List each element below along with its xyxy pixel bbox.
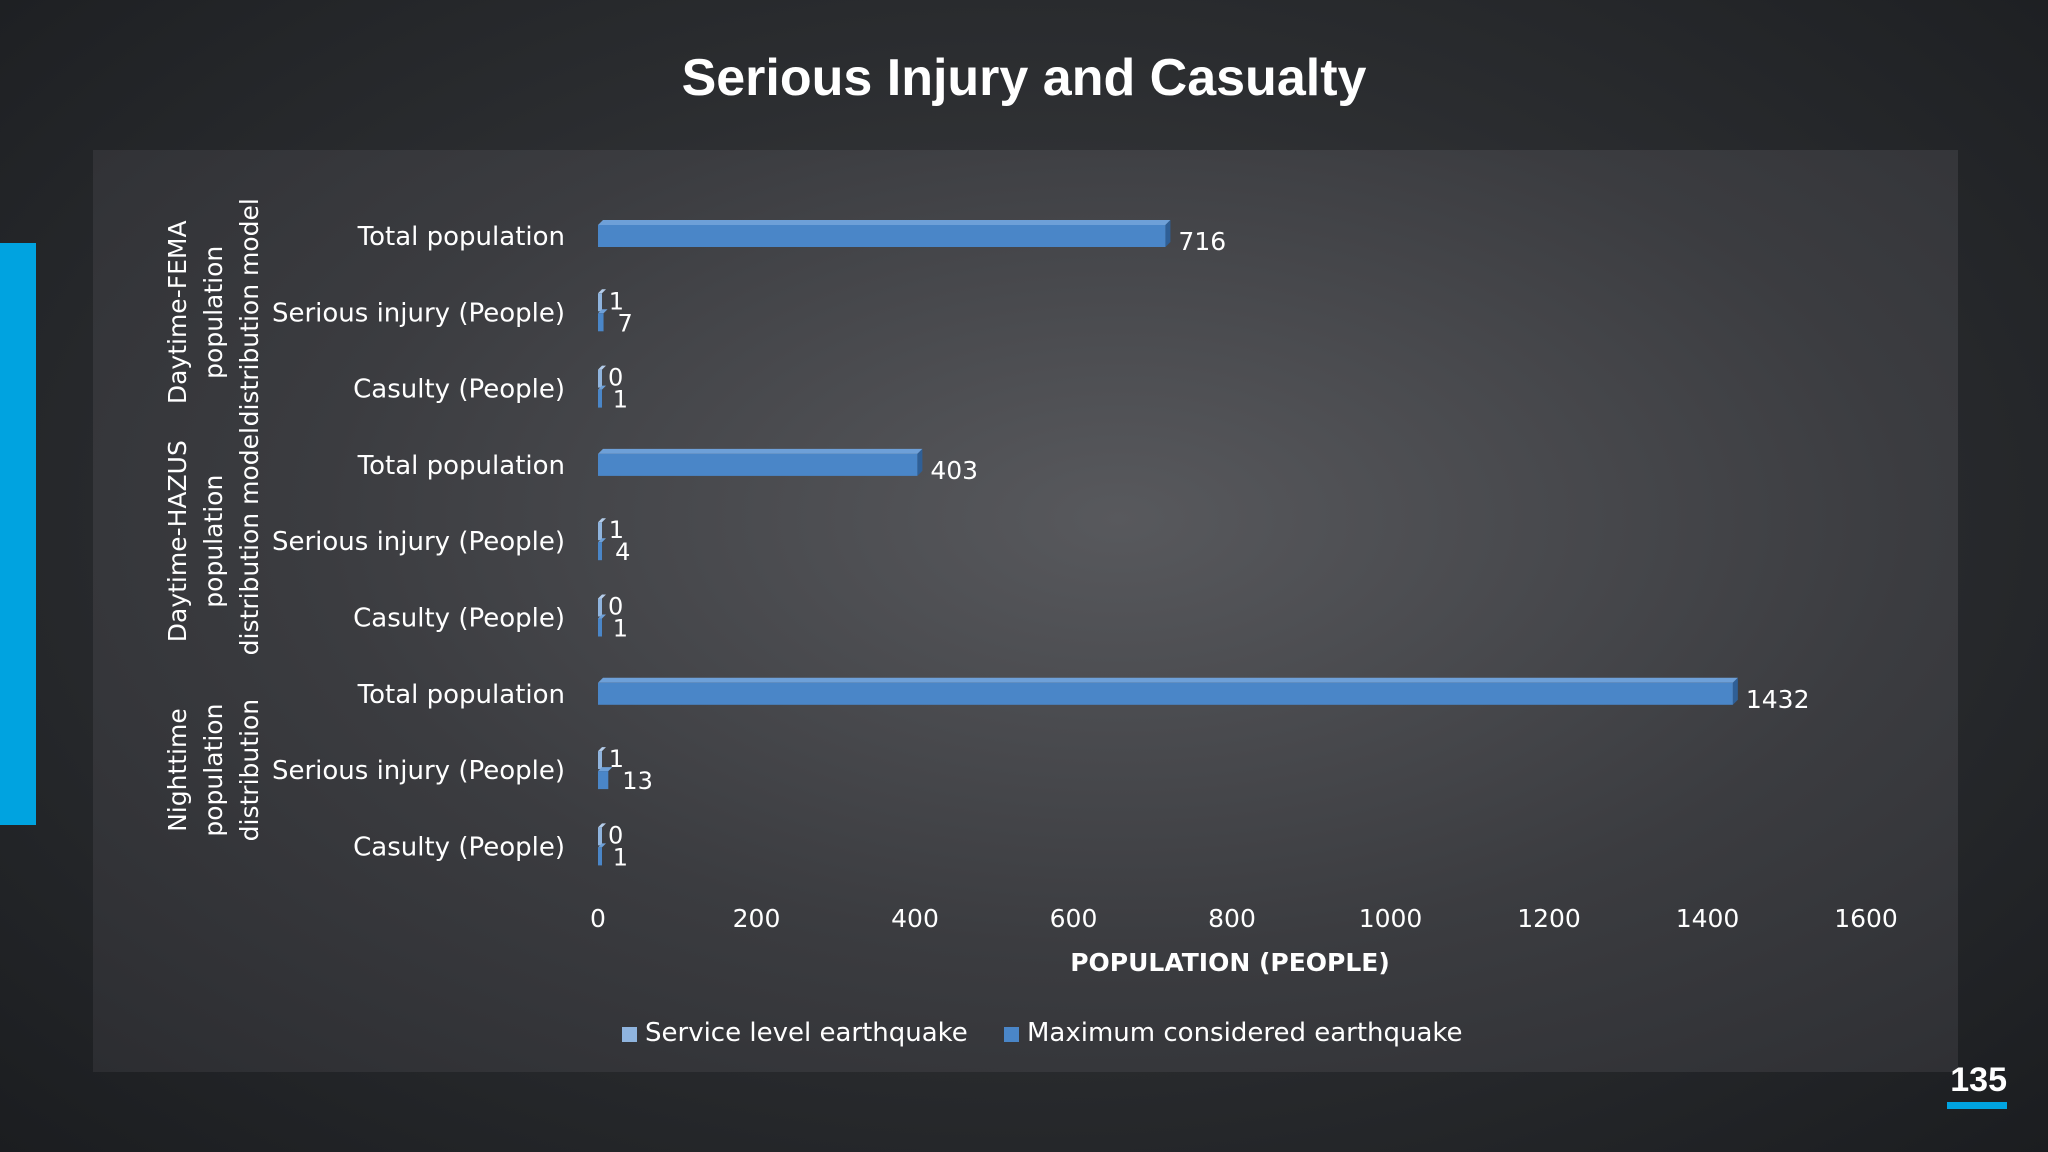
bar-service-level-top <box>598 365 606 370</box>
legend-label-max-considered: Maximum considered earthquake <box>1027 1018 1463 1048</box>
bar-service-level-top <box>598 289 606 294</box>
bar-max-considered <box>598 542 602 561</box>
bar-service-level <box>598 827 602 846</box>
bar-max-considered-side <box>1165 220 1171 247</box>
bar-max-considered <box>598 771 609 790</box>
bar-max-considered-top <box>598 767 613 772</box>
bar-service-level-top <box>598 594 606 599</box>
bar-service-level-top <box>598 823 606 828</box>
legend-swatch-max-considered <box>1004 1027 1019 1042</box>
bar-max-considered-top <box>598 309 608 314</box>
accent-bar <box>0 243 36 825</box>
bar-service-level <box>598 522 602 541</box>
x-tick-label: 600 <box>1050 904 1098 933</box>
category-label: Casulty (People) <box>353 832 565 862</box>
category-label: Serious injury (People) <box>272 756 565 786</box>
data-label-service-level: 0 <box>608 821 623 849</box>
x-tick-label: 1600 <box>1834 904 1898 933</box>
data-label-max-considered: 403 <box>930 456 978 485</box>
group-label-line: population <box>199 704 228 837</box>
bar-max-considered-top <box>598 614 606 619</box>
data-label-service-level: 1 <box>609 287 624 315</box>
bar-max-considered <box>598 847 602 866</box>
category-label: Casulty (People) <box>353 604 565 634</box>
page-number: 135 <box>1950 1061 2007 1099</box>
data-label-max-considered: 1 <box>613 843 628 871</box>
legend-swatch-service-level <box>622 1027 637 1042</box>
group-label-line: Nighttime <box>163 708 192 832</box>
bar-service-level <box>598 751 602 770</box>
bar-service-level-top <box>598 518 606 523</box>
legend-label-service-level: Service level earthquake <box>645 1018 968 1048</box>
category-label: Total population <box>357 680 565 710</box>
group-label: Daytime-FEMA population distribution model <box>163 198 264 426</box>
data-label-max-considered: 716 <box>1178 227 1226 256</box>
bar-max-considered-top <box>598 385 606 390</box>
data-label-max-considered: 7 <box>618 309 633 337</box>
category-label: Casulty (People) <box>353 375 565 405</box>
bar-max-considered <box>598 453 918 476</box>
data-label-max-considered: 1 <box>613 386 628 414</box>
bar-max-considered <box>598 682 1733 705</box>
data-label-service-level: 1 <box>609 745 624 773</box>
bar-max-considered-top <box>598 448 923 454</box>
slide-title: Serious Injury and Casualty <box>681 49 1367 107</box>
category-label: Total population <box>357 222 565 252</box>
x-tick-label: 1000 <box>1359 904 1423 933</box>
group-label-line: distribution <box>235 699 264 841</box>
category-label: Serious injury (People) <box>272 527 565 557</box>
group-label-line: Daytime-FEMA <box>163 220 192 404</box>
x-tick-label: 800 <box>1208 904 1256 933</box>
x-axis-title: POPULATION (PEOPLE) <box>1070 948 1390 977</box>
group-label-line: population <box>199 246 228 379</box>
category-label: Total population <box>357 451 565 481</box>
data-label-service-level: 1 <box>609 516 624 544</box>
bar-chart: Daytime-FEMA population distribution model… <box>163 198 1898 1048</box>
data-label-max-considered: 1432 <box>1746 685 1810 714</box>
bar-max-considered-top <box>598 220 1171 225</box>
group-label-line: distribution model <box>235 198 264 426</box>
bar-max-considered-top <box>598 538 606 543</box>
bar-max-considered-side <box>1732 677 1738 705</box>
bar-max-considered-top <box>598 677 1738 683</box>
bar-max-considered <box>598 313 604 332</box>
data-label-max-considered: 4 <box>615 538 630 566</box>
bar-max-considered-side <box>917 448 923 476</box>
x-tick-label: 0 <box>590 904 606 933</box>
group-label: Nighttime population distribution <box>163 699 264 841</box>
bar-max-considered <box>598 618 602 637</box>
bar-service-level <box>598 598 602 617</box>
group-label-line: distribution model <box>235 427 264 655</box>
bar-service-level <box>598 293 602 312</box>
page-number-underline <box>1947 1102 2007 1109</box>
x-tick-label: 200 <box>733 904 781 933</box>
x-tick-label: 1200 <box>1517 904 1581 933</box>
data-label-max-considered: 13 <box>622 767 653 795</box>
bar-service-level <box>598 369 602 388</box>
group-label-line: Daytime-HAZUS <box>163 440 192 642</box>
bar-max-considered <box>598 389 602 408</box>
data-label-service-level: 0 <box>608 364 623 392</box>
data-label-max-considered: 1 <box>613 615 628 643</box>
bar-max-considered-top <box>598 843 606 848</box>
bar-max-considered <box>598 225 1166 247</box>
chart-panel: Daytime-FEMA population distribution model… <box>93 150 1958 1072</box>
x-tick-label: 1400 <box>1676 904 1740 933</box>
group-label: Daytime-HAZUS population distribution mode… <box>163 427 264 655</box>
group-label-line: population <box>199 475 228 608</box>
x-tick-label: 400 <box>891 904 939 933</box>
data-label-service-level: 0 <box>608 593 623 621</box>
category-label: Serious injury (People) <box>272 298 565 328</box>
bar-service-level-top <box>598 747 606 752</box>
